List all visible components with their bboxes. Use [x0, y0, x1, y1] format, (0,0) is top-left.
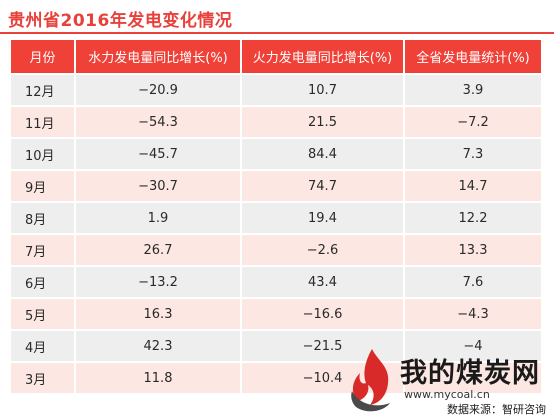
total-cell: 3.9 [404, 73, 541, 106]
table-row: 9月 −30.7 74.7 14.7 [11, 169, 541, 202]
header-month: 月份 [11, 40, 76, 74]
table-header-row: 月份 水力发电量同比增长(%) 火力发电量同比增长(%) 全省发电量统计(%) [11, 40, 541, 74]
hydro-cell: 16.3 [75, 297, 242, 330]
month-cell: 10月 [11, 137, 76, 170]
hydro-cell: 42.3 [75, 329, 242, 362]
total-cell [404, 361, 541, 393]
title-divider [0, 32, 554, 34]
thermal-cell: 21.5 [241, 105, 405, 138]
header-total: 全省发电量统计(%) [404, 40, 541, 74]
table-row: 6月 −13.2 43.4 7.6 [11, 265, 541, 298]
table-row: 5月 16.3 −16.6 −4.3 [11, 297, 541, 330]
thermal-cell: 74.7 [241, 169, 405, 202]
page-title: 贵州省2016年发电变化情况 [8, 11, 233, 31]
hydro-cell: −13.2 [75, 265, 242, 298]
thermal-cell: 10.7 [241, 73, 405, 106]
total-cell: 7.3 [404, 137, 541, 170]
table-row: 8月 1.9 19.4 12.2 [11, 201, 541, 234]
header-hydro: 水力发电量同比增长(%) [75, 40, 242, 74]
watermark-logo: 我的煤炭网 www.mycoal.cn [344, 345, 554, 420]
month-cell: 5月 [11, 297, 76, 330]
table-row: 4月 42.3 −21.5 −4 [11, 329, 541, 362]
data-table: 月份 水力发电量同比增长(%) 火力发电量同比增长(%) 全省发电量统计(%) … [11, 40, 541, 393]
thermal-cell: 43.4 [241, 265, 405, 298]
total-cell: 14.7 [404, 169, 541, 202]
table-row: 7月 26.7 −2.6 13.3 [11, 233, 541, 266]
source-note: 数据来源：智研咨询 [447, 403, 546, 416]
header-thermal: 火力发电量同比增长(%) [241, 40, 405, 74]
flame-icon [351, 349, 390, 412]
hydro-cell: −20.9 [75, 73, 242, 106]
hydro-cell: 1.9 [75, 201, 242, 234]
month-cell: 11月 [11, 105, 76, 138]
month-cell: 8月 [11, 201, 76, 234]
total-cell: −4 [404, 329, 541, 362]
month-cell: 7月 [11, 233, 76, 266]
hydro-cell: −30.7 [75, 169, 242, 202]
thermal-cell: −16.6 [241, 297, 405, 330]
hydro-cell: −54.3 [75, 105, 242, 138]
watermark-url: www.mycoal.cn [404, 388, 490, 401]
total-cell: −4.3 [404, 297, 541, 330]
hydro-cell: 11.8 [75, 361, 242, 393]
table-row: 12月 −20.9 10.7 3.9 [11, 73, 541, 106]
month-cell: 4月 [11, 329, 76, 362]
total-cell: 13.3 [404, 233, 541, 266]
watermark-brand: 我的煤炭网 [400, 358, 540, 389]
hydro-cell: 26.7 [75, 233, 242, 266]
thermal-cell: 19.4 [241, 201, 405, 234]
hydro-cell: −45.7 [75, 137, 242, 170]
thermal-cell: 84.4 [241, 137, 405, 170]
month-cell: 9月 [11, 169, 76, 202]
table-row: 10月 −45.7 84.4 7.3 [11, 137, 541, 170]
thermal-cell: −2.6 [241, 233, 405, 266]
table-row: 11月 −54.3 21.5 −7.2 [11, 105, 541, 138]
month-cell: 6月 [11, 265, 76, 298]
total-cell: −7.2 [404, 105, 541, 138]
month-cell: 12月 [11, 73, 76, 106]
total-cell: 12.2 [404, 201, 541, 234]
month-cell: 3月 [11, 361, 76, 393]
thermal-cell: −21.5 [241, 329, 405, 362]
total-cell: 7.6 [404, 265, 541, 298]
